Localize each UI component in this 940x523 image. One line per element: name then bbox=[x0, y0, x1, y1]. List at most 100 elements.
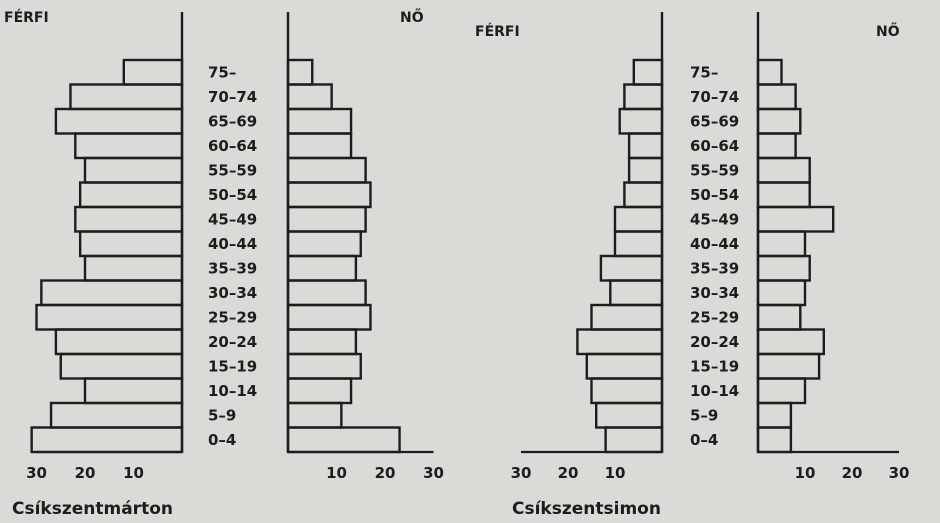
bar-female-25–29 bbox=[286, 303, 372, 331]
bar-female-5–9 bbox=[756, 401, 793, 429]
age-label: 20–24 bbox=[690, 333, 739, 351]
age-label: 75– bbox=[690, 63, 718, 81]
p2-pyramid: 0–4 5–9 10–14 15–19 20–24 25–29 30–34 35–39 40–4… bbox=[475, 12, 909, 519]
age-label: 20–24 bbox=[208, 333, 257, 351]
label-male: FÉRFI bbox=[475, 23, 520, 40]
tick-label: 10 bbox=[123, 464, 144, 482]
bar-male-10–14 bbox=[83, 377, 184, 405]
label-female: NŐ bbox=[876, 22, 900, 40]
age-label: 10–14 bbox=[208, 382, 257, 400]
bar-female-55–59 bbox=[286, 156, 367, 184]
age-label: 45–49 bbox=[690, 210, 739, 228]
bar-male-65–69 bbox=[54, 107, 184, 135]
bar-male-60–64 bbox=[74, 132, 184, 160]
bar-male-35–39 bbox=[599, 254, 664, 282]
bar-male-60–64 bbox=[627, 132, 664, 160]
chart-title: Csíkszentmárton bbox=[12, 499, 173, 519]
bar-male-15–19 bbox=[585, 352, 664, 380]
p1-pyramid: 0–4 5–9 10–14 15–19 20–24 25–29 30–34 35–39 40–4… bbox=[4, 8, 444, 519]
age-label: 0–4 bbox=[690, 431, 718, 449]
bar-male-55–59 bbox=[627, 156, 664, 184]
bar-male-50–54 bbox=[78, 181, 184, 209]
bar-female-55–59 bbox=[756, 156, 811, 184]
age-label: 30–34 bbox=[690, 284, 739, 302]
bar-male-50–54 bbox=[623, 181, 664, 209]
tick-label: 20 bbox=[375, 464, 396, 482]
bar-male-70–74 bbox=[69, 83, 184, 111]
age-label: 30–34 bbox=[208, 284, 257, 302]
age-label: 10–14 bbox=[690, 382, 739, 400]
tick-label: 10 bbox=[326, 464, 347, 482]
bar-female-10–14 bbox=[756, 377, 807, 405]
bar-female-10–14 bbox=[286, 377, 353, 405]
age-label: 55–59 bbox=[690, 161, 739, 179]
bar-male-5–9 bbox=[595, 401, 664, 429]
age-label: 5–9 bbox=[208, 406, 236, 424]
bar-male-10–14 bbox=[590, 377, 664, 405]
bar-male-40–44 bbox=[78, 230, 184, 258]
tick-label: 10 bbox=[605, 464, 626, 482]
tick-label: 20 bbox=[558, 464, 579, 482]
age-label: 65–69 bbox=[208, 112, 257, 130]
bar-male-25–29 bbox=[590, 303, 664, 331]
bar-male-15–19 bbox=[59, 352, 184, 380]
bar-male-70–74 bbox=[623, 83, 664, 111]
bar-male-65–69 bbox=[618, 107, 664, 135]
bar-male-25–29 bbox=[35, 303, 184, 331]
age-label: 5–9 bbox=[690, 406, 718, 424]
age-label: 25–29 bbox=[208, 308, 257, 326]
bar-female-35–39 bbox=[756, 254, 811, 282]
bar-female-15–19 bbox=[756, 352, 821, 380]
bar-female-5–9 bbox=[286, 401, 343, 429]
bar-female-20–24 bbox=[286, 328, 358, 356]
tick-label: 20 bbox=[75, 464, 96, 482]
bar-female-65–69 bbox=[286, 107, 353, 135]
age-label: 40–44 bbox=[208, 235, 257, 253]
bar-female-45–49 bbox=[756, 205, 835, 233]
age-label: 65–69 bbox=[690, 112, 739, 130]
tick-label: 20 bbox=[842, 464, 863, 482]
bar-male-55–59 bbox=[83, 156, 184, 184]
bar-female-20–24 bbox=[756, 328, 826, 356]
bar-female-0–4 bbox=[756, 426, 793, 454]
age-label: 50–54 bbox=[208, 186, 257, 204]
age-label: 60–64 bbox=[690, 137, 739, 155]
bar-male-0–4 bbox=[30, 426, 184, 454]
bar-female-70–74 bbox=[756, 83, 797, 111]
bar-male-0–4 bbox=[604, 426, 664, 454]
bar-male-20–24 bbox=[54, 328, 184, 356]
bar-female-70–74 bbox=[286, 83, 333, 111]
chart-title: Csíkszentsimon bbox=[512, 499, 661, 519]
age-label: 15–19 bbox=[690, 357, 739, 375]
bar-female-0–4 bbox=[286, 426, 401, 454]
bar-female-25–29 bbox=[756, 303, 802, 331]
age-label: 15–19 bbox=[208, 357, 257, 375]
bar-male-45–49 bbox=[74, 205, 184, 233]
bar-female-60–64 bbox=[286, 132, 353, 160]
bar-male-40–44 bbox=[613, 230, 664, 258]
age-label: 0–4 bbox=[208, 431, 236, 449]
bar-female-75– bbox=[756, 58, 783, 86]
bar-male-30–34 bbox=[40, 279, 184, 307]
age-label: 70–74 bbox=[208, 88, 257, 106]
age-label: 40–44 bbox=[690, 235, 739, 253]
tick-label: 30 bbox=[26, 464, 47, 482]
bar-female-50–54 bbox=[286, 181, 372, 209]
tick-label: 30 bbox=[423, 464, 444, 482]
age-label: 45–49 bbox=[208, 210, 257, 228]
age-label: 60–64 bbox=[208, 137, 257, 155]
bar-female-40–44 bbox=[756, 230, 807, 258]
bar-male-5–9 bbox=[49, 401, 184, 429]
bar-female-65–69 bbox=[756, 107, 802, 135]
bar-female-75– bbox=[286, 58, 314, 86]
bar-female-35–39 bbox=[286, 254, 358, 282]
age-label: 25–29 bbox=[690, 308, 739, 326]
bar-male-45–49 bbox=[613, 205, 664, 233]
age-label: 35–39 bbox=[690, 259, 739, 277]
bar-female-30–34 bbox=[756, 279, 807, 307]
age-label: 75– bbox=[208, 63, 236, 81]
bar-female-40–44 bbox=[286, 230, 362, 258]
bar-male-30–34 bbox=[609, 279, 664, 307]
age-label: 35–39 bbox=[208, 259, 257, 277]
